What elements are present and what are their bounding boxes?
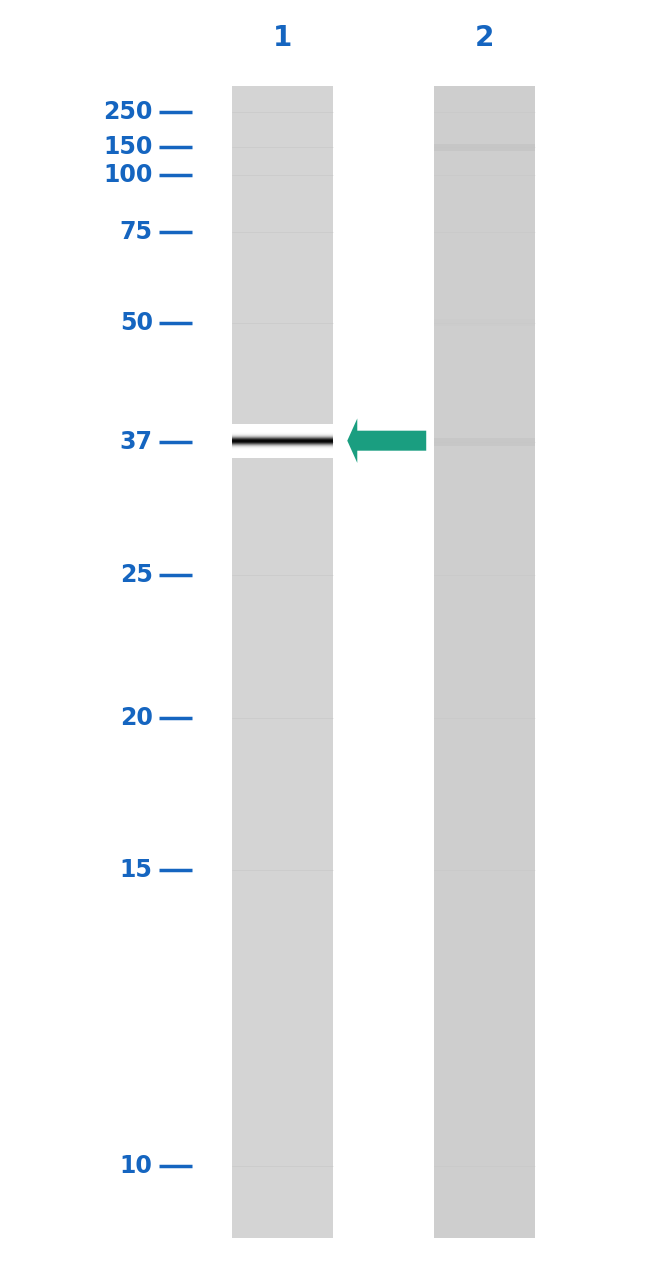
Bar xyxy=(434,86,534,1238)
Text: 250: 250 xyxy=(103,100,153,123)
Text: 150: 150 xyxy=(103,136,153,159)
Text: 50: 50 xyxy=(120,311,153,334)
Text: 75: 75 xyxy=(120,221,153,244)
Text: 25: 25 xyxy=(120,564,153,587)
Text: 1: 1 xyxy=(273,24,292,52)
Text: 37: 37 xyxy=(120,431,153,453)
Text: 100: 100 xyxy=(103,164,153,187)
Bar xyxy=(434,437,534,447)
Text: 15: 15 xyxy=(120,859,153,881)
Text: 20: 20 xyxy=(120,706,153,729)
Text: 10: 10 xyxy=(120,1154,153,1177)
Text: 2: 2 xyxy=(474,24,494,52)
Bar xyxy=(434,319,534,326)
Bar xyxy=(233,86,333,1238)
Bar xyxy=(434,144,534,151)
